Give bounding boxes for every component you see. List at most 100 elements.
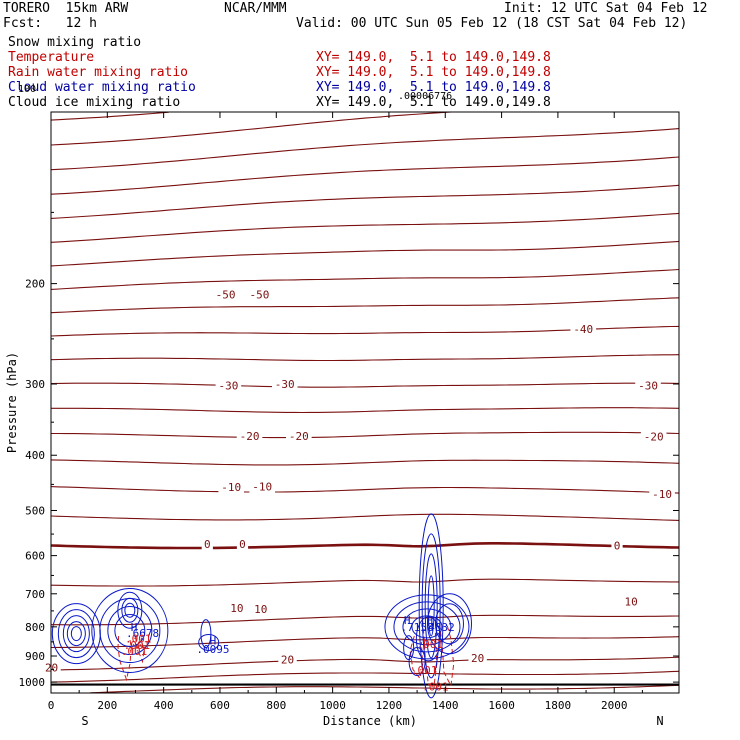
temp-label-6: 0: [204, 538, 211, 551]
temp-label-bg-7: [236, 537, 249, 551]
temp-label-3: 10: [230, 602, 243, 615]
cloud-low-2: [408, 646, 426, 676]
legend-temperature: Temperature: [8, 50, 95, 65]
x-tick-label-200: 200: [97, 699, 117, 712]
temp-label-13: -20: [289, 430, 309, 443]
y-axis-title: Pressure (hPa): [5, 352, 19, 453]
temp-label-10: -10: [252, 481, 272, 494]
cloud-left-b-0: [91, 588, 169, 674]
temp-label-bg-18: [570, 321, 597, 335]
isotherm-10: [51, 614, 680, 626]
cloud-left-a-4: [70, 626, 82, 642]
temp-label-bg-17: [635, 378, 661, 392]
y-tick-label-700: 700: [25, 588, 45, 601]
temperature-isotherms: [50, 111, 680, 694]
temp-label-0: 20: [45, 662, 58, 675]
cloud-base-0: [384, 594, 470, 660]
temp-label-4: 10: [254, 603, 267, 616]
rain-left-1: [135, 635, 145, 664]
cloud-label-0: H: [131, 621, 138, 634]
cloud-low-0: [403, 635, 415, 661]
rain-label-2: .001: [121, 645, 148, 658]
x-tick-label-800: 800: [266, 699, 286, 712]
isotherm-m60: [50, 212, 680, 243]
temp-label-bg-20: [246, 287, 273, 301]
isotherm-m55: [50, 240, 680, 267]
legend-snow: Snow mixing ratio: [8, 35, 142, 50]
isotherm-m65: [50, 184, 680, 219]
institution: NCAR/MMM: [224, 1, 287, 16]
plot-frame: [50, 111, 680, 694]
rain-left-0: [117, 635, 132, 682]
cloud-base-2: [402, 608, 452, 646]
temp-label-9: -10: [221, 481, 241, 494]
forecast-hour: Fcst: 12 h: [3, 16, 97, 31]
rain-label-4: .001: [411, 664, 438, 677]
temp-label-bg-5: [621, 594, 641, 608]
temp-label-15: -30: [218, 380, 238, 393]
cloud-left-c-1: [121, 597, 139, 623]
x-tick-label-0: 0: [48, 699, 55, 712]
temp-label-bg-13: [286, 428, 312, 442]
x-tick-label-1600: 1600: [488, 699, 515, 712]
temp-label-7: 0: [239, 538, 246, 551]
x-tick-label-1000: 1000: [319, 699, 346, 712]
cloud-tower-2: [424, 553, 438, 659]
legend-cloud-ice: Cloud ice mixing ratio: [8, 95, 181, 110]
rain-tower-0: [409, 635, 424, 680]
x-axis-title: Distance (km): [323, 714, 417, 728]
temp-label-bg-3: [227, 601, 247, 615]
isotherm-30: [90, 684, 680, 694]
temp-label-bg-10: [249, 479, 276, 493]
init-time: Init: 12 UTC Sat 04 Feb 12: [504, 1, 708, 16]
isotherm-25: [50, 670, 680, 683]
isotherm-20: [50, 656, 680, 671]
legend-temperature-xy: XY= 149.0, 5.1 to 149.0,149.8: [316, 50, 551, 65]
cloud-left-c-0: [117, 591, 143, 629]
x-tick-label-2000: 2000: [601, 699, 628, 712]
legend-cloud-ice-overlay: .00006776: [398, 91, 453, 102]
rain-label-3: .001: [417, 638, 444, 651]
isotherm-5: [50, 578, 679, 587]
temp-label-11: -10: [652, 488, 672, 501]
legend-rain-xy: XY= 149.0, 5.1 to 149.0,149.8: [316, 65, 551, 80]
x-tick-label-1800: 1800: [545, 699, 572, 712]
temp-label-bg-11: [649, 487, 675, 501]
rain-label-1: .001: [124, 639, 151, 652]
rain-label-0: .001: [125, 632, 152, 645]
temp-label-17: -30: [638, 380, 658, 393]
temp-label-5: 10: [625, 595, 638, 608]
cloud-label-5: .7158: [401, 621, 434, 634]
cloud-left-a-1: [57, 609, 95, 659]
cloud-left-b-3: [114, 614, 146, 648]
isotherm-m25: [51, 407, 680, 414]
isotherm-m15: [50, 459, 680, 466]
y-tick-label-900: 900: [25, 650, 45, 663]
temp-label-8: 0: [614, 540, 621, 553]
isotherm-m35: [50, 354, 680, 362]
x-tick-label-600: 600: [210, 699, 230, 712]
x-end-label-right: N: [656, 714, 663, 728]
temp-label-bg-2: [468, 651, 487, 665]
legend-cloud-water-xy: XY= 149.0, 5.1 to 149.0,149.8: [316, 80, 551, 95]
x-tick-label-1400: 1400: [432, 699, 459, 712]
temp-label-bg-6: [201, 537, 213, 551]
cloud-left-a-3: [66, 621, 86, 647]
isotherm-m10: [50, 486, 680, 494]
cloud-left-c-2: [124, 602, 136, 618]
x-tick-label-1200: 1200: [376, 699, 403, 712]
temp-label-bg-12: [236, 428, 263, 442]
model-name: TORERO 15km ARW: [3, 1, 129, 16]
isotherm-m45: [50, 297, 680, 314]
cloud-label-6: H: [426, 614, 433, 627]
valid-time: Valid: 00 UTC Sun 05 Feb 12 (18 CST Sat …: [296, 16, 688, 31]
y-tick-label-800: 800: [25, 621, 45, 634]
y-tick-label-200: 200: [25, 278, 45, 291]
temp-label-bg-9: [218, 480, 245, 494]
cloud-label-1: .6678: [126, 627, 159, 640]
isotherm-m5: [50, 513, 680, 521]
cloud-label-2: H: [210, 634, 217, 647]
legend-cloud-water-overlay: 100: [18, 84, 37, 95]
